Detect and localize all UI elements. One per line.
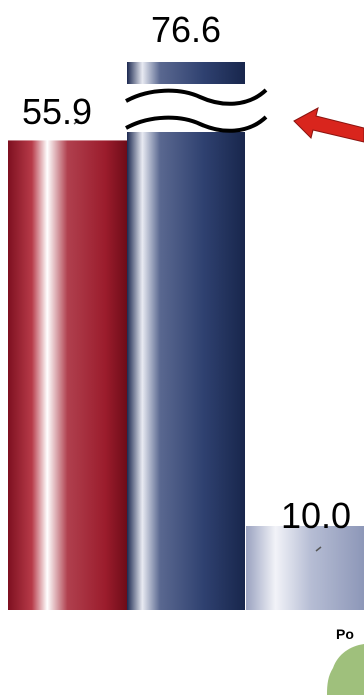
- value-label-3: 10.0: [281, 495, 351, 536]
- green-blob-icon: [327, 644, 364, 695]
- bar-2: [127, 62, 245, 610]
- bar-3: [246, 526, 364, 610]
- bar-1: [8, 140, 127, 610]
- label-leader-3: [315, 546, 322, 552]
- red-arrow-icon: [293, 107, 364, 143]
- bars-group: [8, 62, 364, 610]
- value-label-1: 55.9: [22, 91, 92, 132]
- category-label-partial: Po: [336, 626, 354, 642]
- value-label-2: 76.6: [151, 9, 221, 50]
- value-labels-group: 55.9 76.6 10.0: [22, 9, 351, 536]
- label-leader-1: [73, 119, 80, 125]
- axis-break-icon: [125, 84, 268, 133]
